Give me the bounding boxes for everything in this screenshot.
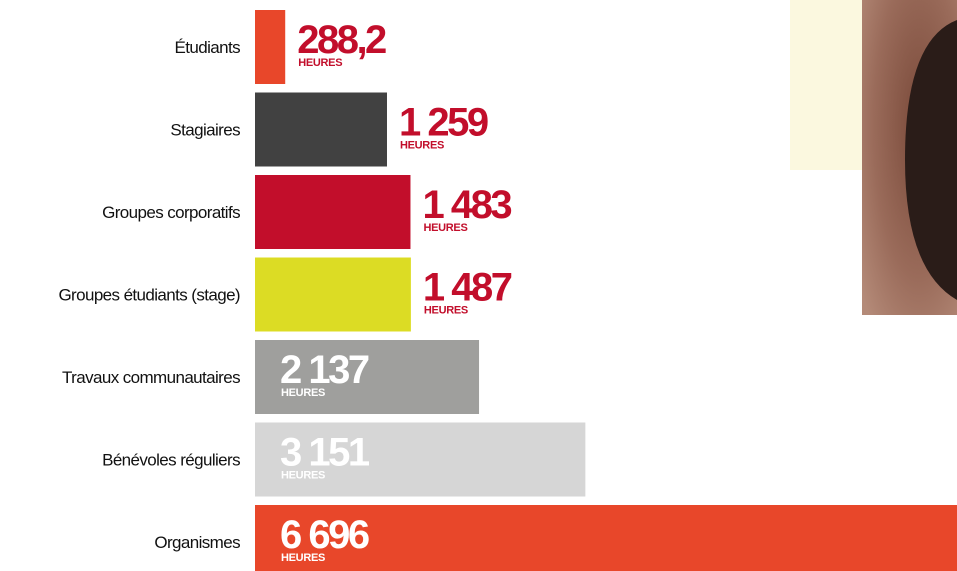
bar bbox=[255, 175, 410, 249]
value-label: 6 696 bbox=[280, 513, 369, 557]
bar bbox=[255, 258, 411, 332]
value-label: 288,2 bbox=[297, 18, 386, 62]
category-label: Groupes étudiants (stage) bbox=[58, 286, 240, 305]
unit-label: HEURES bbox=[281, 552, 325, 564]
unit-label: HEURES bbox=[281, 387, 325, 399]
value-label: 3 151 bbox=[280, 431, 370, 475]
category-label: Travaux communautaires bbox=[62, 368, 240, 387]
unit-label: HEURES bbox=[400, 140, 444, 152]
unit-label: HEURES bbox=[424, 305, 468, 317]
category-label: Organismes bbox=[154, 533, 240, 552]
bar bbox=[255, 93, 387, 167]
value-label: 1 483 bbox=[422, 183, 511, 227]
value-label: 1 487 bbox=[423, 266, 512, 310]
chart: Étudiants288,2HEURESStagiaires1 259HEURE… bbox=[0, 0, 957, 571]
value-label: 2 137 bbox=[280, 348, 369, 392]
value-label: 1 259 bbox=[399, 101, 488, 145]
category-label: Stagiaires bbox=[170, 121, 240, 140]
bar bbox=[255, 10, 285, 84]
category-label: Étudiants bbox=[175, 38, 241, 57]
unit-label: HEURES bbox=[423, 222, 467, 234]
unit-label: HEURES bbox=[298, 57, 342, 69]
category-label: Bénévoles réguliers bbox=[102, 451, 240, 470]
unit-label: HEURES bbox=[281, 470, 325, 482]
category-label: Groupes corporatifs bbox=[102, 203, 240, 222]
